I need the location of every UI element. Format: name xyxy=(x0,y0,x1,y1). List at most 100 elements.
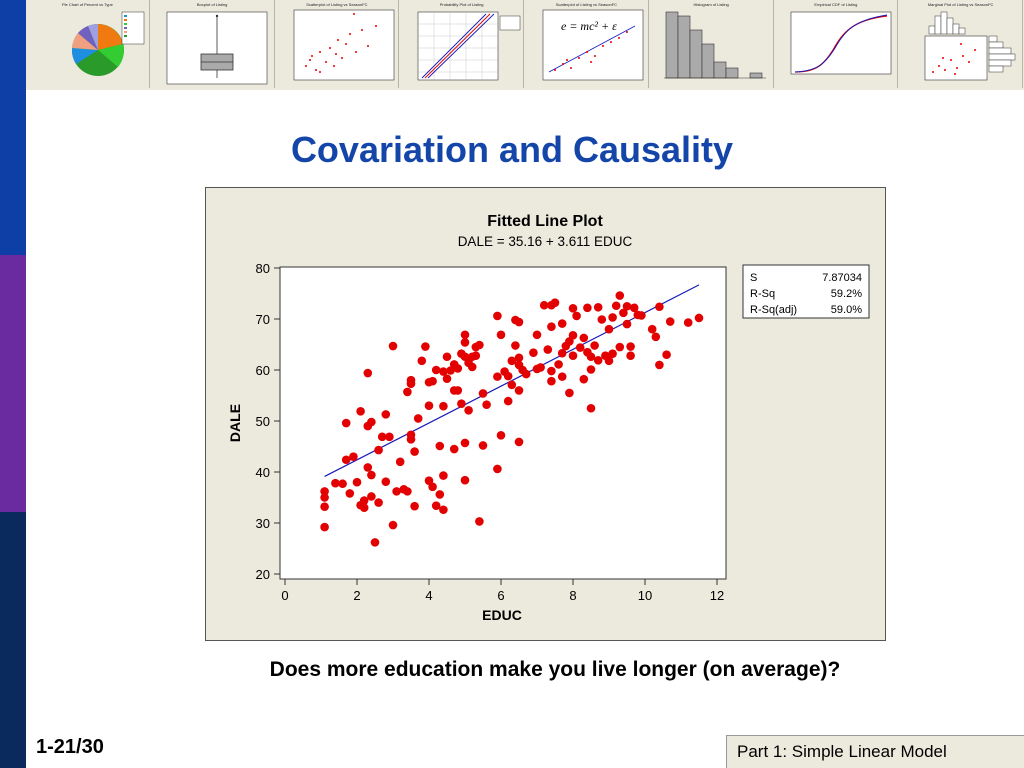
data-point xyxy=(395,457,405,467)
data-point xyxy=(615,291,625,300)
data-point xyxy=(352,477,362,487)
x-tick-label: 4 xyxy=(425,588,432,603)
x-tick-label: 10 xyxy=(638,588,652,603)
data-point xyxy=(622,319,632,329)
data-point xyxy=(435,490,445,499)
stat-value: 7.87034 xyxy=(822,272,862,284)
data-point xyxy=(442,374,452,383)
chart-title: Fitted Line Plot xyxy=(487,213,603,230)
data-point xyxy=(629,303,639,313)
data-point xyxy=(439,505,448,515)
data-point xyxy=(428,376,437,386)
data-point xyxy=(514,353,524,363)
data-point xyxy=(478,441,488,450)
data-point xyxy=(568,331,578,340)
data-point xyxy=(410,501,419,511)
svg-text:e = mc² + ε: e = mc² + ε xyxy=(561,19,617,33)
y-axis-label: DALE xyxy=(227,404,243,442)
thumbnail-probability-plot: Probability Plot of Listing xyxy=(400,0,524,88)
plot-area xyxy=(279,266,727,580)
data-point xyxy=(568,303,578,313)
slide-number: 1-21/30 xyxy=(36,736,104,758)
data-point xyxy=(403,487,412,496)
x-axis-label: EDUC xyxy=(482,607,522,623)
data-point xyxy=(547,376,556,386)
data-point xyxy=(619,308,628,318)
data-point xyxy=(521,369,531,379)
data-point xyxy=(471,351,481,361)
data-point xyxy=(320,487,329,496)
data-point xyxy=(496,430,506,440)
data-point xyxy=(428,482,437,492)
data-point xyxy=(514,317,524,327)
x-tick-label: 8 xyxy=(569,588,576,603)
data-point xyxy=(377,432,387,442)
thumbnail-title: Probability Plot of Listing xyxy=(439,2,484,7)
data-point xyxy=(579,333,589,343)
thumbnail-title: Marginal Plot of Listing vs SeasonFC xyxy=(927,2,994,7)
data-point xyxy=(385,432,394,442)
data-point xyxy=(356,407,365,416)
thumbnail-pie-chart: Pie Chart of Percent vs Type xyxy=(26,0,150,88)
data-point xyxy=(493,464,502,474)
data-point xyxy=(381,410,391,419)
data-point xyxy=(367,470,376,480)
thumbnail-histogram: Histogram of Listing xyxy=(650,0,774,88)
data-point xyxy=(349,452,358,462)
data-point xyxy=(363,463,373,472)
data-point xyxy=(507,356,517,366)
side-bar-bottom xyxy=(0,512,26,768)
data-point xyxy=(514,437,524,447)
thumbnail-title: Empirical CDF of Listing xyxy=(814,2,858,7)
data-point xyxy=(557,319,567,328)
data-point xyxy=(406,430,416,440)
thumbnail-empirical-cdf: Empirical CDF of Listing xyxy=(775,0,899,88)
data-point xyxy=(611,301,621,311)
data-point xyxy=(460,338,470,347)
data-point xyxy=(417,356,427,366)
data-point xyxy=(320,502,329,511)
thumbnail-equation-scatter: Scatterplot of Listing vs SeasonFC e = m… xyxy=(525,0,649,88)
data-point xyxy=(604,324,614,334)
y-tick-label: 60 xyxy=(256,363,270,378)
probability-plot-icon xyxy=(417,11,521,81)
y-tick-label: 40 xyxy=(256,465,270,480)
data-point xyxy=(608,349,617,358)
data-point xyxy=(507,380,517,390)
data-point xyxy=(493,372,502,381)
data-point xyxy=(435,441,445,451)
data-point xyxy=(608,313,617,322)
stat-label: R-Sq xyxy=(750,288,775,300)
data-point xyxy=(593,302,603,312)
thumbnail-boxplot: Boxplot of Listing xyxy=(151,0,275,88)
data-point xyxy=(615,342,625,352)
x-tick-label: 12 xyxy=(710,588,724,603)
data-point xyxy=(341,455,351,465)
data-point xyxy=(410,447,419,456)
pie-chart-icon xyxy=(71,11,145,76)
data-point xyxy=(651,332,661,342)
data-point xyxy=(626,351,635,361)
data-point xyxy=(590,341,599,350)
x-tick-label: 6 xyxy=(497,588,504,603)
data-point xyxy=(413,414,423,423)
data-point xyxy=(543,345,553,354)
data-point xyxy=(338,479,347,489)
data-point xyxy=(453,364,463,373)
data-point xyxy=(367,492,376,501)
data-point xyxy=(431,501,441,510)
data-point xyxy=(557,372,567,381)
stat-value: 59.0% xyxy=(831,304,862,316)
section-label: Part 1: Simple Linear Model xyxy=(726,735,1024,768)
data-point xyxy=(453,386,463,395)
thumbnail-title: Pie Chart of Percent vs Type xyxy=(61,2,113,7)
data-point xyxy=(536,363,545,372)
data-point xyxy=(320,522,329,532)
data-point xyxy=(460,330,470,340)
data-point xyxy=(550,298,560,307)
y-tick-label: 30 xyxy=(256,516,270,531)
x-tick-label: 0 xyxy=(281,588,288,603)
data-point xyxy=(503,371,513,381)
slide-title: Covariation and Causality xyxy=(290,129,734,170)
data-point xyxy=(359,503,369,512)
